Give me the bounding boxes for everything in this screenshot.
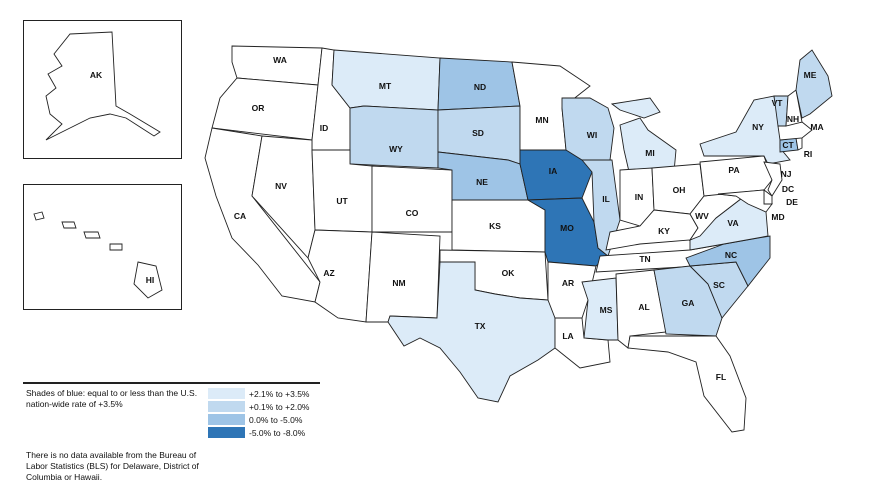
state-label-de: DE xyxy=(786,197,798,207)
state-label-mn: MN xyxy=(535,115,548,125)
state-label-me: ME xyxy=(804,70,817,80)
state-label-id: ID xyxy=(320,123,329,133)
state-label-nj: NJ xyxy=(781,169,792,179)
legend-item: 0.0% to -5.0% xyxy=(208,414,310,425)
legend-divider xyxy=(23,382,320,384)
state-label-mi: MI xyxy=(645,148,654,158)
no-data-note: There is no data available from the Bure… xyxy=(26,450,199,482)
state-MT[interactable] xyxy=(331,49,441,111)
state-label-al: AL xyxy=(638,302,649,312)
state-label-ky: KY xyxy=(658,226,670,236)
state-label-ca: CA xyxy=(234,211,246,221)
state-label-ny: NY xyxy=(752,122,764,132)
legend-item: +2.1% to +3.5% xyxy=(208,388,310,399)
state-label-nd: ND xyxy=(474,82,486,92)
state-label-ok: OK xyxy=(502,268,516,278)
state-label-ne: NE xyxy=(476,177,488,187)
legend-label: +2.1% to +3.5% xyxy=(249,388,310,399)
state-label-va: VA xyxy=(727,218,738,228)
state-NH[interactable] xyxy=(785,89,803,127)
state-label-ma: MA xyxy=(810,122,823,132)
state-label-wi: WI xyxy=(587,130,597,140)
state-label-vt: VT xyxy=(772,98,784,108)
state-TX[interactable] xyxy=(387,261,556,403)
state-label-ga: GA xyxy=(682,298,695,308)
state-label-sc: SC xyxy=(713,280,725,290)
legend-item: -5.0% to -8.0% xyxy=(208,427,310,438)
state-label-ms: MS xyxy=(600,305,613,315)
legend-swatch xyxy=(208,401,245,412)
state-label-ak: AK xyxy=(90,70,103,80)
state-label-nh: NH xyxy=(787,114,799,124)
state-label-dc: DC xyxy=(782,184,794,194)
state-WI[interactable] xyxy=(561,97,615,161)
state-label-ut: UT xyxy=(336,196,348,206)
state-label-ia: IA xyxy=(549,166,558,176)
state-label-mo: MO xyxy=(560,223,574,233)
legend-swatch xyxy=(208,388,245,399)
state-label-wa: WA xyxy=(273,55,287,65)
state-label-la: LA xyxy=(562,331,573,341)
state-AZ[interactable] xyxy=(307,229,373,323)
state-label-fl: FL xyxy=(716,372,726,382)
state-FL[interactable] xyxy=(627,335,747,433)
legend-label: 0.0% to -5.0% xyxy=(249,414,303,425)
state-MD[interactable] xyxy=(717,189,773,213)
legend-description: Shades of blue: equal to or less than th… xyxy=(26,388,198,409)
state-label-tn: TN xyxy=(639,254,650,264)
state-PA[interactable] xyxy=(699,155,773,197)
state-label-wv: WV xyxy=(695,211,709,221)
legend: +2.1% to +3.5% +0.1% to +2.0% 0.0% to -5… xyxy=(208,388,310,440)
state-NM[interactable] xyxy=(365,231,441,323)
state-label-nm: NM xyxy=(392,278,405,288)
state-label-pa: PA xyxy=(728,165,739,175)
legend-label: -5.0% to -8.0% xyxy=(249,427,306,438)
state-label-ks: KS xyxy=(489,221,501,231)
state-label-wy: WY xyxy=(389,144,403,154)
state-label-ct: CT xyxy=(782,140,794,150)
legend-swatch xyxy=(208,427,245,438)
state-label-oh: OH xyxy=(673,185,686,195)
state-OR[interactable] xyxy=(211,77,319,141)
state-label-ar: AR xyxy=(562,278,574,288)
state-ME[interactable] xyxy=(795,49,833,119)
state-label-az: AZ xyxy=(323,268,334,278)
state-WY[interactable] xyxy=(349,105,439,169)
legend-swatch xyxy=(208,414,245,425)
state-label-sd: SD xyxy=(472,128,484,138)
state-label-in: IN xyxy=(635,192,644,202)
state-CO[interactable] xyxy=(371,165,453,233)
state-label-co: CO xyxy=(406,208,419,218)
state-label-nc: NC xyxy=(725,250,737,260)
state-label-or: OR xyxy=(252,103,265,113)
state-AK[interactable] xyxy=(45,31,161,141)
state-HI[interactable] xyxy=(33,211,163,299)
state-label-md: MD xyxy=(771,212,784,222)
state-MI[interactable] xyxy=(610,97,677,177)
state-label-nv: NV xyxy=(275,181,287,191)
state-LA[interactable] xyxy=(554,317,611,369)
legend-label: +0.1% to +2.0% xyxy=(249,401,310,412)
state-label-mt: MT xyxy=(379,81,392,91)
legend-item: +0.1% to +2.0% xyxy=(208,401,310,412)
state-label-il: IL xyxy=(602,194,610,204)
state-label-hi: HI xyxy=(146,275,155,285)
state-label-tx: TX xyxy=(475,321,486,331)
state-label-ri: RI xyxy=(804,149,813,159)
